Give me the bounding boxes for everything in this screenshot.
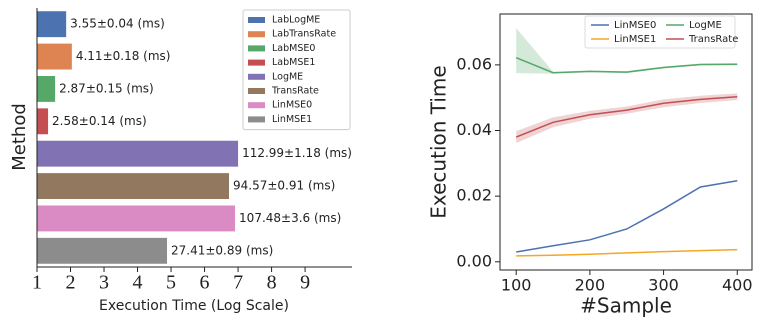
y-axis-label: Execution Time bbox=[427, 65, 451, 218]
bar-label: 107.48±3.6 (ms) bbox=[239, 211, 341, 225]
line bbox=[515, 56, 738, 74]
y-tick-label: 0.04 bbox=[456, 120, 492, 139]
legend-label: LinMSE0 bbox=[272, 100, 312, 111]
x-tick-label: 400 bbox=[722, 276, 753, 295]
legend-swatch bbox=[248, 116, 265, 123]
bar bbox=[37, 108, 49, 135]
x-tick-label: 3 bbox=[99, 272, 109, 294]
legend-box bbox=[584, 15, 736, 49]
x-tick-label: 300 bbox=[648, 276, 679, 295]
line bbox=[516, 248, 738, 257]
line bbox=[515, 95, 738, 138]
legend-box bbox=[242, 9, 351, 131]
legend-swatch bbox=[248, 88, 265, 94]
legend-label: LabTransRate bbox=[272, 29, 336, 40]
bar bbox=[37, 140, 239, 167]
bar bbox=[37, 11, 67, 38]
legend-swatch bbox=[248, 73, 265, 80]
bar-label: 94.57±0.91 (ms) bbox=[233, 179, 335, 193]
legend-label: LogME bbox=[272, 71, 303, 82]
x-axis-label: #Sample bbox=[580, 294, 672, 318]
legend-label: TransRate bbox=[271, 86, 319, 97]
bar-label: 2.58±0.14 (ms) bbox=[52, 114, 147, 128]
y-tick-label: 0.06 bbox=[456, 54, 492, 73]
legend-label: LinMSE1 bbox=[272, 114, 312, 125]
bar bbox=[37, 75, 56, 102]
x-tick-label: 7 bbox=[233, 272, 243, 294]
legend-swatch bbox=[248, 31, 265, 38]
legend-swatch bbox=[248, 102, 265, 109]
bar bbox=[37, 173, 230, 200]
plot-frame bbox=[499, 13, 753, 271]
bar bbox=[37, 43, 72, 70]
line bbox=[516, 179, 738, 253]
legend-label: LogME bbox=[689, 20, 722, 31]
legend-label: LabMSE0 bbox=[272, 43, 315, 54]
x-tick-label: 5 bbox=[166, 272, 176, 294]
bar bbox=[37, 237, 168, 264]
bar-label: 3.55±0.04 (ms) bbox=[70, 17, 165, 31]
x-tick-label: 4 bbox=[133, 272, 143, 294]
x-tick-label: 100 bbox=[501, 276, 532, 295]
legend-swatch bbox=[248, 45, 265, 52]
bar-label: 4.11±0.18 (ms) bbox=[76, 49, 171, 63]
x-tick-label: 8 bbox=[267, 272, 277, 294]
x-tick-label: 1 bbox=[32, 272, 42, 294]
legend-swatch bbox=[248, 59, 265, 66]
x-tick-label: 2 bbox=[66, 272, 76, 294]
x-tick-label: 6 bbox=[200, 272, 210, 294]
x-tick-label: 9 bbox=[300, 272, 310, 294]
legend-label: LabLogME bbox=[272, 15, 320, 26]
bar-label: 27.41±0.89 (ms) bbox=[171, 243, 273, 257]
legend-swatch bbox=[248, 17, 265, 23]
y-axis-label: Method bbox=[9, 103, 30, 171]
x-axis-label: Execution Time (Log Scale) bbox=[99, 298, 289, 314]
x-tick-label: 200 bbox=[575, 276, 606, 295]
bar-label: 2.87±0.15 (ms) bbox=[59, 81, 154, 95]
confidence-band bbox=[516, 93, 738, 143]
bar bbox=[37, 205, 236, 232]
legend-label: TransRate bbox=[688, 34, 738, 45]
legend-label: LabMSE1 bbox=[272, 57, 315, 68]
legend-label: LinMSE1 bbox=[614, 34, 656, 45]
y-tick-label: 0.00 bbox=[456, 251, 492, 270]
y-tick-label: 0.02 bbox=[456, 186, 492, 205]
legend-label: LinMSE0 bbox=[614, 20, 656, 31]
confidence-band bbox=[516, 28, 738, 74]
bar-label: 112.99±1.18 (ms) bbox=[242, 146, 352, 160]
